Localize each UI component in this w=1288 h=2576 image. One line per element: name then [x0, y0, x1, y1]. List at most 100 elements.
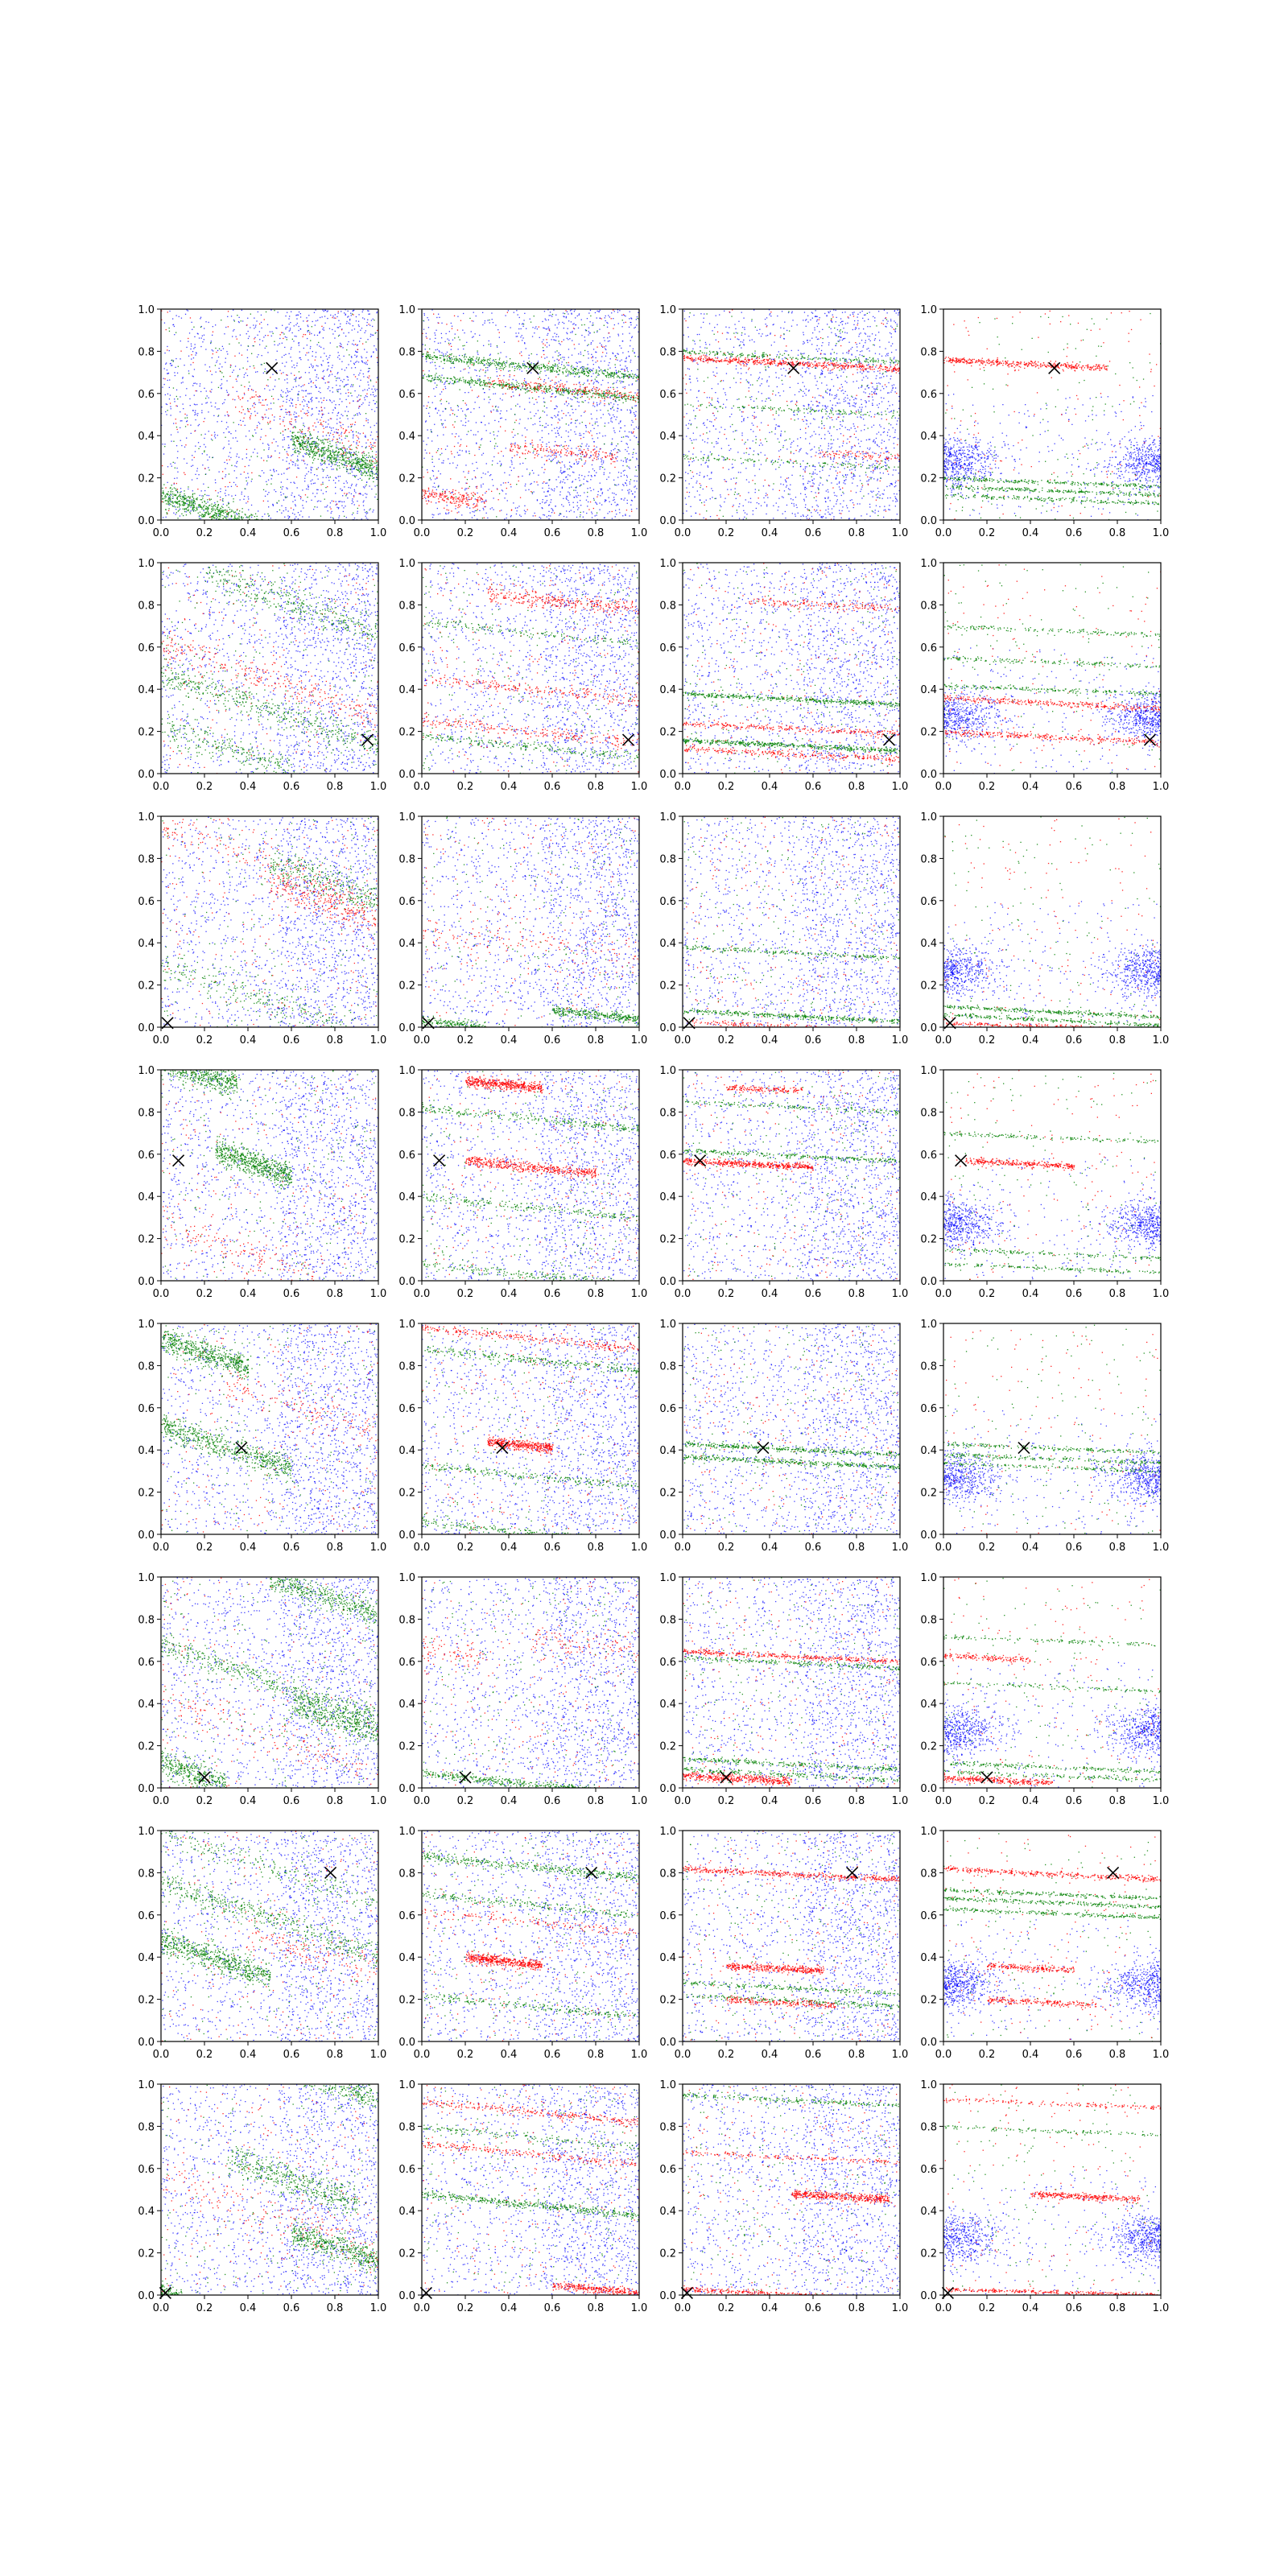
point-green: [635, 356, 636, 357]
point-blue: [590, 310, 591, 311]
point-green: [313, 451, 314, 452]
point-blue: [532, 493, 533, 494]
point-red: [347, 458, 348, 459]
point-blue: [325, 310, 326, 311]
point-green: [347, 448, 348, 449]
point-blue: [483, 345, 484, 346]
point-blue: [438, 314, 439, 315]
point-red: [241, 412, 242, 413]
point-red: [450, 478, 451, 479]
point-blue: [465, 451, 466, 452]
point-red: [166, 329, 167, 330]
point-blue: [311, 364, 312, 365]
point-blue: [552, 336, 553, 337]
point-green: [359, 458, 360, 459]
point-blue: [631, 420, 632, 421]
point-green: [207, 499, 208, 500]
point-blue: [355, 492, 356, 493]
point-blue: [332, 427, 333, 428]
point-blue: [344, 379, 345, 380]
point-red: [350, 424, 351, 425]
point-green: [203, 509, 204, 510]
point-blue: [337, 456, 338, 457]
point-blue: [351, 395, 352, 396]
point-blue: [559, 494, 560, 495]
point-green: [186, 509, 187, 510]
point-green: [372, 464, 373, 465]
point-blue: [295, 324, 296, 325]
point-blue: [186, 421, 187, 422]
point-blue: [227, 353, 228, 354]
point-blue: [600, 310, 601, 311]
point-blue: [445, 381, 446, 382]
point-green: [216, 513, 217, 514]
point-blue: [373, 467, 374, 468]
point-red: [204, 468, 205, 469]
point-blue: [187, 463, 188, 464]
point-green: [539, 377, 540, 378]
point-blue: [169, 379, 170, 380]
point-green: [322, 442, 323, 443]
point-red: [330, 371, 331, 372]
point-green: [344, 459, 345, 460]
point-green: [231, 511, 232, 512]
point-red: [344, 433, 345, 434]
point-blue: [353, 495, 354, 496]
point-blue: [344, 356, 345, 357]
point-blue: [328, 439, 329, 440]
point-blue: [593, 498, 594, 499]
point-blue: [293, 462, 294, 463]
point-blue: [295, 516, 296, 517]
point-blue: [533, 452, 534, 453]
point-blue: [317, 335, 318, 336]
point-blue: [351, 356, 352, 357]
point-blue: [287, 391, 288, 392]
point-green: [308, 455, 309, 456]
point-red: [457, 329, 458, 330]
point-blue: [344, 483, 345, 484]
point-blue: [590, 479, 591, 480]
point-blue: [568, 502, 569, 503]
point-blue: [528, 418, 529, 419]
point-blue: [307, 406, 308, 407]
point-green: [169, 503, 170, 504]
point-blue: [484, 398, 485, 399]
point-red: [327, 486, 328, 487]
point-green: [298, 451, 299, 452]
point-green: [446, 401, 447, 402]
point-red: [321, 410, 322, 411]
point-blue: [629, 333, 630, 334]
point-blue: [362, 402, 363, 403]
point-blue: [475, 435, 476, 436]
point-green: [215, 504, 216, 505]
point-blue: [634, 414, 635, 415]
point-blue: [450, 367, 451, 368]
point-blue: [226, 516, 227, 517]
point-blue: [479, 510, 480, 511]
point-green: [218, 387, 219, 388]
point-blue: [437, 349, 438, 350]
point-blue: [343, 332, 344, 333]
point-blue: [268, 418, 269, 419]
point-blue: [625, 460, 626, 461]
point-blue: [548, 488, 549, 489]
point-blue: [342, 424, 343, 425]
point-green: [217, 496, 218, 497]
point-blue: [246, 484, 247, 485]
point-green: [348, 460, 349, 461]
point-green: [370, 464, 371, 465]
point-green: [282, 397, 283, 398]
point-green: [229, 509, 230, 510]
point-green: [559, 513, 560, 514]
point-blue: [504, 518, 505, 519]
point-blue: [572, 412, 573, 413]
point-blue: [526, 429, 527, 430]
scatter-points: [161, 309, 379, 521]
point-blue: [224, 447, 225, 448]
point-blue: [165, 394, 166, 395]
point-red: [565, 310, 566, 311]
point-green: [329, 441, 330, 442]
point-blue: [607, 327, 608, 328]
point-blue: [191, 344, 192, 345]
point-red: [454, 446, 455, 447]
